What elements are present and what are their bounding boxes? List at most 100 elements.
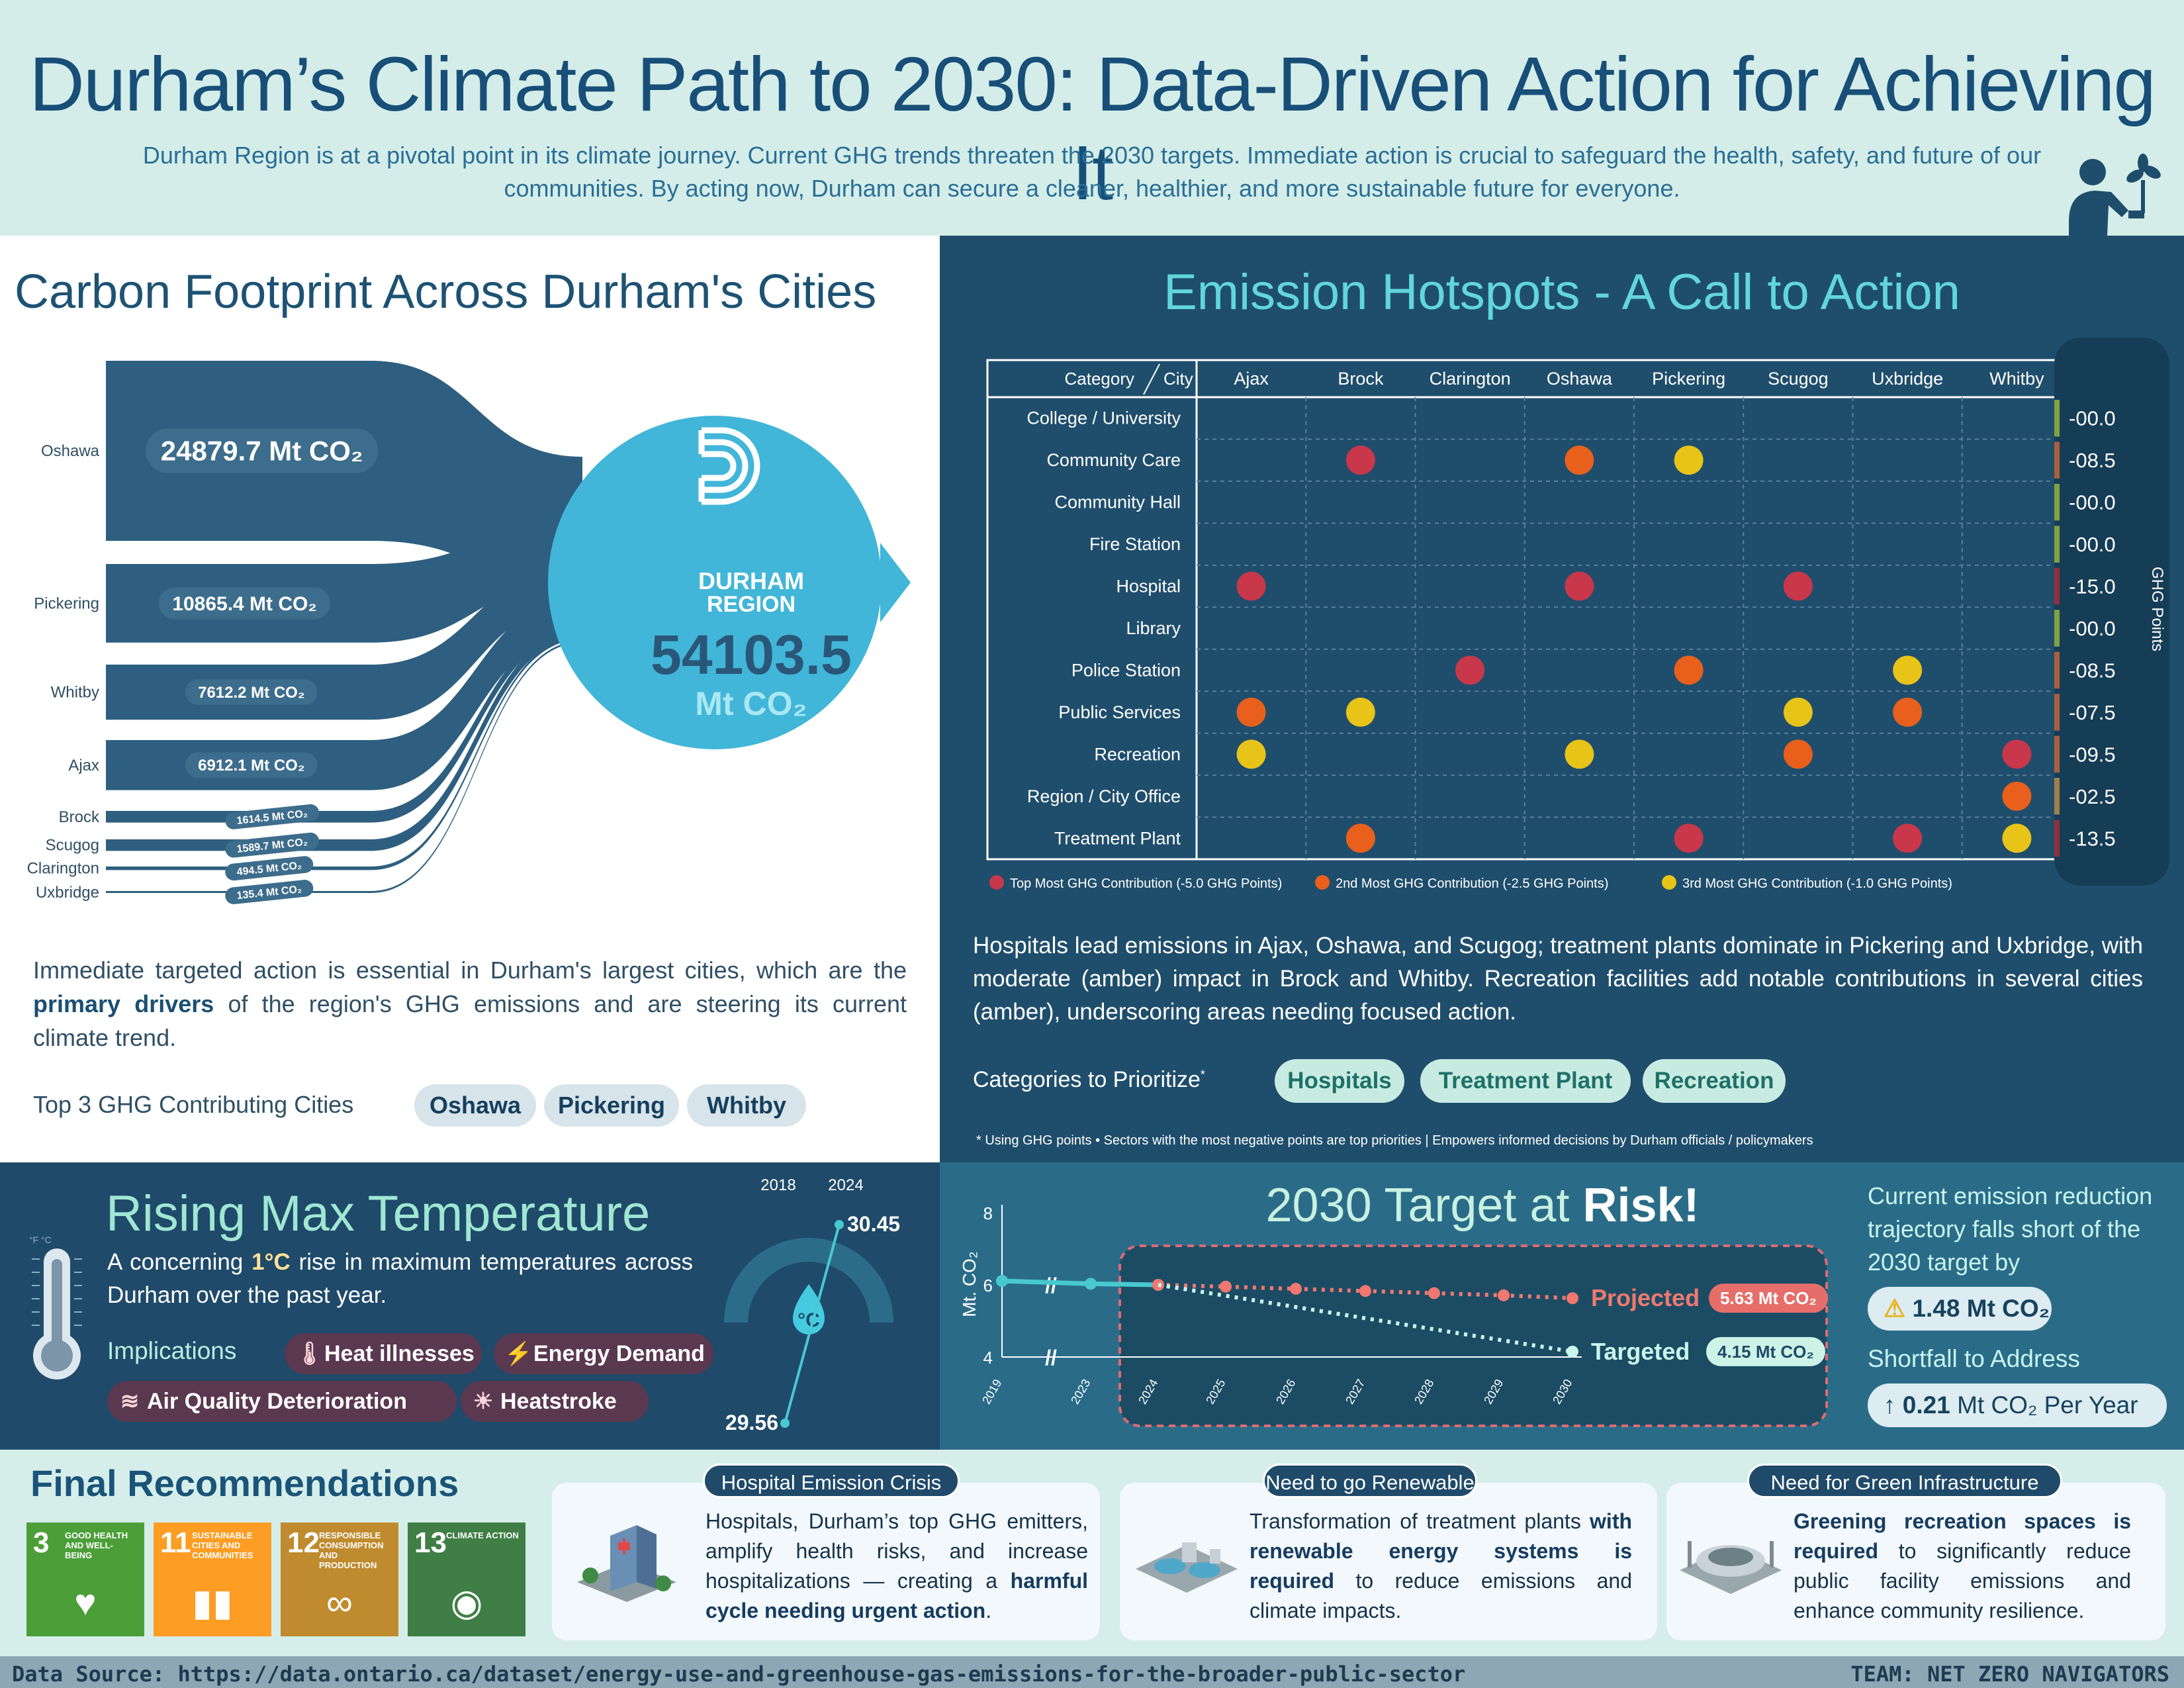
heatmap-row-label: College / University [1026,408,1181,428]
hotspot-title: Emission Hotspots - A Call to Action [1163,264,1960,320]
hotspot-heatmap: Category City Ajax Brock Clarington Oshawa Pic… [986,338,2169,891]
sankey-value-brock: 1614.5 Mt CO₂ [225,804,320,829]
score-tick [2054,651,2060,689]
temperature-year-2024: 2024 [828,1176,863,1194]
svg-text:6912.1 Mt CO₂: 6912.1 Mt CO₂ [198,757,304,774]
heatmap-dot [1565,571,1594,601]
score-tick [2054,778,2060,815]
score-label: -00.0 [2069,617,2116,640]
heatmap-dot [2002,781,2032,811]
point-projected [1498,1289,1510,1301]
score-tick [2054,694,2060,731]
point-projected [1428,1287,1440,1299]
carbon-footprint-title: Carbon Footprint Across Durham's Cities [15,265,877,318]
sankey-label-scugog: Scugog [46,837,99,855]
sdg-label: GOOD HEALTH AND WELL-BEING [65,1530,128,1560]
implication-pill-heatstroke: ☀ Heatstroke [461,1381,649,1422]
data-source: Data Source: https://data.ontario.ca/dat… [12,1662,1466,1687]
heatmap-dot [1565,739,1594,769]
heatmap-row-label: Treatment Plant [1054,828,1181,848]
legend-dot-third [1662,875,1676,890]
heatmap-dot [1236,571,1266,601]
sankey-label-uxbridge: Uxbridge [36,884,99,902]
sdg-label: RESPONSIBLE CONSUMPTION AND PRODUCTION [319,1530,384,1570]
score-label: -13.5 [2069,827,2116,850]
score-tick [2054,567,2060,605]
point-actual [1085,1278,1097,1290]
target-title-bold: Risk! [1582,1179,1700,1232]
score-tick [2054,526,2060,563]
sdg-icon: ♥ [74,1581,97,1623]
sankey-chart: Oshawa 24879.7 Mt CO₂ Pickering 10865.4 Mt … [27,361,911,904]
heatmap-row-label: Community Hall [1054,492,1181,512]
heatmap-dot [1236,739,1266,769]
sun-icon: ☀ [473,1389,494,1414]
axis-break: // [1045,1274,1057,1297]
score-tick [2054,735,2060,773]
sdg-icon: ∞ [326,1581,353,1623]
sdg-tile-11: 11 SUSTAINABLE CITIES AND COMMUNITIES ▮▮ [154,1523,271,1636]
heatmap-dot [1236,697,1266,727]
hotspot-panel [940,236,2184,1162]
priority-pill-treatment-plant: Treatment Plant [1420,1059,1631,1103]
team-name: TEAM: NET ZERO NAVIGATORS [1850,1662,2169,1687]
score-label: -15.0 [2069,575,2116,598]
sdg-tile-13: 13 CLIMATE ACTION ◉ [408,1523,525,1636]
heatmap-row-label: Community Care [1046,450,1181,470]
temperature-year-2018: 2018 [760,1176,796,1194]
temp-desc-bold: 1°C [251,1249,291,1275]
heatmap-row-label: Public Services [1058,702,1181,722]
heatmap-corner-col: City [1163,369,1193,389]
heatmap-col-clarington: Clarington [1430,369,1511,389]
hotspot-description: Hospitals lead emissions in Ajax, Oshawa… [973,933,2143,1025]
heatmap-dot [1345,445,1375,475]
temperature-line [784,1224,841,1424]
heatmap-row-label: Region / City Office [1027,786,1181,806]
heatmap-dot [1674,445,1704,475]
sankey-value-clarington: 494.5 Mt CO₂ [225,856,314,881]
temperature-description: A concerning 1°C rise in maximum tempera… [107,1246,693,1312]
svg-text:10865.4 Mt CO₂: 10865.4 Mt CO₂ [172,593,316,615]
legend-label-second: 2nd Most GHG Contribution (-2.5 GHG Poin… [1336,876,1608,891]
total-emission-unit: Mt CO₂ [695,685,807,722]
end-label-projected: 5.63 Mt CO₂ [1720,1288,1817,1308]
sankey-flow-oshawa [106,361,582,586]
thermometer-icon: 🌡 [295,1341,324,1366]
arrow-up-icon: ↑ [1884,1391,1896,1419]
svg-text:°C: °C [797,1309,820,1331]
temperature-value-2024: 30.45 [847,1212,900,1236]
card-text-renewable: Transformation of treatment plants with … [1250,1509,1633,1622]
heatmap-dot [2002,823,2032,853]
target-title-text: 2030 Target at [1265,1179,1570,1232]
point-projected [1290,1282,1302,1295]
sankey-value-uxbridge: 135.4 Mt CO₂ [225,880,314,904]
y-axis-label: Mt. CO₂ [959,1251,979,1317]
shortfall-text: Current emission reduction trajectory fa… [1868,1182,2153,1276]
point-targeted [1567,1345,1578,1358]
card-text-hospital: Hospitals, Durham’s top GHG emitters, am… [705,1509,1089,1622]
heatmap-dot [1345,697,1375,727]
carbon-desc-bold: primary drivers [33,990,214,1017]
prioritize-label-text: Categories to Prioritize [973,1067,1201,1092]
sankey-value-whitby: 7612.2 Mt CO₂ [185,679,318,705]
logo-line-2: REGION [707,592,796,617]
heatmap-dot [1783,697,1813,727]
temp-desc-text-1: A concerning [107,1249,244,1275]
top3-label: Top 3 GHG Contributing Cities [33,1091,354,1118]
heatmap-dot [1783,739,1813,769]
hotspot-footnote: * Using GHG points • Sectors with the mo… [976,1133,1813,1148]
end-label-box [1709,1284,1828,1313]
shortfall-value-pill: ⚠ 1.48 Mt CO₂ [1868,1287,2052,1331]
heatmap-col-ajax: Ajax [1234,369,1269,389]
sankey-flow-brock [106,625,582,823]
total-emission-value: 54103.5 [651,624,852,686]
carbon-desc-text-2: of the region's GHG emissions and are st… [33,990,907,1051]
implication-pill-heat-illnesses: 🌡Heat illnesses [285,1333,482,1374]
score-tick [2054,400,2060,437]
sankey-value-ajax: 6912.1 Mt CO₂ [185,752,318,778]
point-actual [996,1275,1008,1288]
temperature-value-2018: 29.56 [725,1411,778,1434]
implication-pill-energy-demand: ⚡Energy Demand [494,1333,713,1374]
hub-circle [548,416,882,749]
